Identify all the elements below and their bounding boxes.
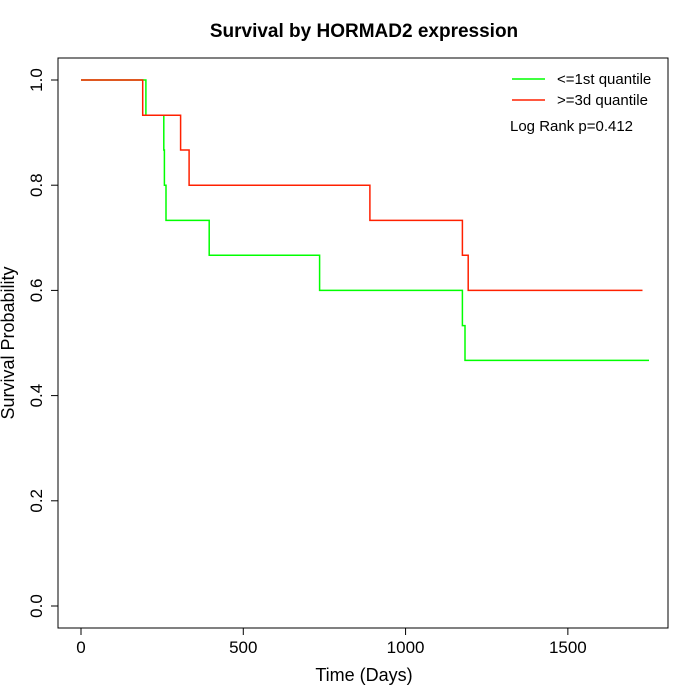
y-tick-label: 0.2: [27, 489, 46, 513]
x-tick-label: 1500: [549, 638, 587, 657]
y-tick-label: 0.4: [27, 384, 46, 408]
y-tick-label: 0.6: [27, 279, 46, 303]
series-layer: [81, 79, 649, 362]
x-tick-label: 0: [76, 638, 85, 657]
plot-frame: [57, 57, 669, 629]
log-rank-annotation: Log Rank p=0.412: [510, 118, 633, 135]
y-tick-label: 0.8: [27, 173, 46, 197]
x-axis: 0 500 1000 1500: [76, 627, 587, 657]
x-tick-label: 500: [229, 638, 257, 657]
y-tick-label: 1.0: [27, 68, 46, 92]
x-axis-label: Time (Days): [315, 665, 412, 685]
legend-label-low: <=1st quantile: [557, 71, 651, 88]
series-line-1: [81, 79, 643, 292]
legend: <=1st quantile >=3d quantile: [512, 71, 651, 109]
legend-label-high: >=3d quantile: [557, 92, 648, 109]
x-tick-label: 1000: [387, 638, 425, 657]
chart-title: Survival by HORMAD2 expression: [210, 21, 518, 42]
y-axis-label: Survival Probability: [0, 266, 18, 419]
y-tick-label: 0.0: [27, 594, 46, 618]
y-axis: 0.0 0.2 0.4 0.6 0.8 1.0: [27, 68, 59, 618]
